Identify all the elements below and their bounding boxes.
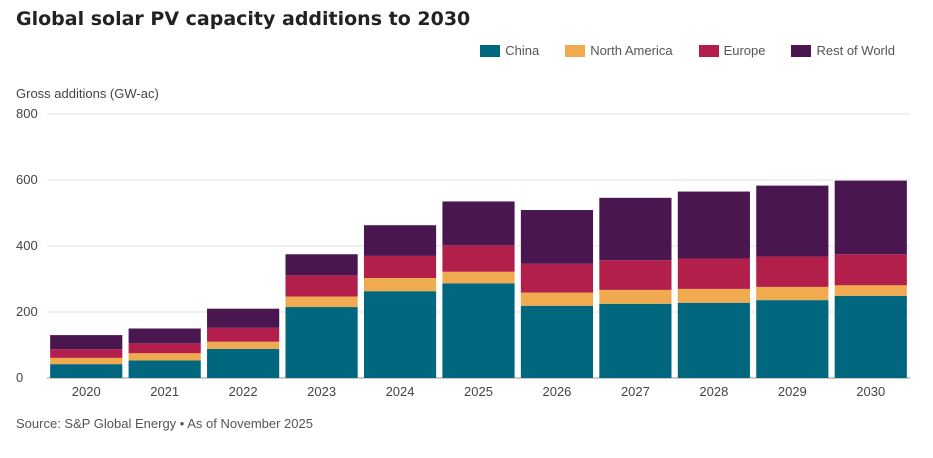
bar-segment-north-america [285,296,358,308]
bar-segment-north-america [599,289,672,304]
bar-segment-north-america [50,357,123,365]
x-tick-label: 2024 [386,384,415,399]
bar-segment-china [834,295,907,378]
bar-segment-north-america [756,286,829,301]
source-note: Source: S&P Global Energy • As of Novemb… [16,416,313,431]
x-tick-label: 2028 [699,384,728,399]
bar-segment-rest-of-world [442,201,515,246]
bar-segment-north-america [128,353,201,361]
bar-segment-china [363,291,437,378]
y-tick-label: 400 [16,238,38,253]
bar-segment-china [756,300,829,378]
legend-item-china: China [480,43,539,58]
bar-segment-rest-of-world [207,308,280,328]
bar-segment-china [599,303,672,378]
bar-segment-europe [599,260,672,290]
bar-segment-north-america [442,271,515,284]
bar-segment-china [677,302,750,378]
bar-segment-north-america [363,278,437,292]
chart-title: Global solar PV capacity additions to 20… [16,8,471,30]
x-tick-label: 2025 [464,384,493,399]
bar-segment-north-america [520,292,594,306]
x-tick-label: 2020 [72,384,101,399]
y-axis-label: Gross additions (GW-ac) [16,86,159,101]
legend-swatch-europe [698,44,719,57]
y-tick-label: 200 [16,304,38,319]
bar-segment-europe [677,258,750,289]
bar-segment-china [207,348,280,378]
x-tick-label: 2029 [778,384,807,399]
bar-segment-europe [50,349,123,358]
legend-swatch-china [480,44,501,57]
bar-segment-rest-of-world [128,328,201,344]
legend: China North America Europe Rest of World [480,43,895,58]
bar-segment-europe [285,275,358,297]
bar-segment-china [50,364,123,378]
bar-segment-europe [363,255,437,279]
bar-segment-north-america [207,341,280,349]
legend-item-north-america: North America [565,43,673,58]
y-tick-label: 800 [16,106,38,121]
x-tick-label: 2026 [542,384,571,399]
bar-segment-north-america [677,288,750,303]
bar-segment-europe [834,254,907,286]
legend-label-rest-of-world: Rest of World [816,43,895,58]
bar-segment-europe [128,343,201,354]
bar-segment-china [442,283,515,378]
legend-label-europe: Europe [723,43,766,58]
bar-segment-rest-of-world [599,197,672,261]
bar-segment-china [128,360,201,378]
legend-swatch-north-america [565,44,586,57]
legend-item-rest-of-world: Rest of World [791,43,895,58]
bar-segment-europe [520,263,594,293]
bar-segment-rest-of-world [677,191,750,259]
legend-item-europe: Europe [698,43,766,58]
bar-segment-rest-of-world [834,180,907,255]
bar-segment-rest-of-world [363,225,437,256]
bar-segment-europe [442,245,515,272]
bar-segment-europe [207,327,280,342]
x-tick-label: 2023 [307,384,336,399]
bar-segment-europe [756,256,829,287]
legend-swatch-rest-of-world [791,44,812,57]
x-tick-label: 2022 [229,384,258,399]
bar-segment-rest-of-world [756,185,829,257]
legend-label-china: China [505,43,540,58]
bar-segment-rest-of-world [285,254,358,276]
x-tick-label: 2021 [150,384,179,399]
y-tick-label: 0 [16,370,23,385]
bar-segment-north-america [834,285,907,296]
legend-label-north-america: North America [590,43,673,58]
x-tick-label: 2027 [621,384,650,399]
x-tick-label: 2030 [856,384,885,399]
bar-segment-rest-of-world [50,335,123,350]
bar-segment-rest-of-world [520,210,594,264]
bar-segment-china [285,307,358,378]
y-tick-label: 600 [16,172,38,187]
bar-segment-china [520,305,594,378]
